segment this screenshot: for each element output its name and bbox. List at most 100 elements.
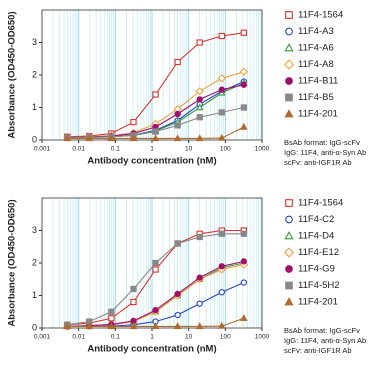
data-point [218,230,225,237]
data-point [86,318,93,325]
data-point [130,285,137,293]
data-point [196,114,203,121]
data-point [240,230,248,237]
data-point [85,134,94,142]
legend-marker [284,297,294,306]
legend-label: 11F4-A3 [298,26,334,37]
x-tick-label: 0.001 [34,334,51,341]
data-point [196,233,203,241]
note: IgG: 11F4, anti-α-Syn Ab [284,148,366,157]
data-point [152,307,159,314]
data-point [240,314,248,322]
data-point [240,104,248,111]
x-axis-title: Antibody concentration (nM) [87,344,216,355]
data-point [174,311,181,319]
data-point [218,263,225,270]
legend-marker [284,43,294,52]
data-point [240,122,248,130]
data-point [195,322,204,330]
legend-label: 11F4-C2 [298,214,334,225]
data-point [196,39,203,46]
data-point [217,133,226,141]
legend-marker [283,59,295,70]
data-point [107,134,116,142]
data-point [218,109,225,116]
x-tick-label: 10 [185,146,193,153]
note: scFv: anti-IGF1R Ab [284,158,352,167]
legend-marker [285,199,293,207]
data-point [174,58,181,66]
data-point [151,134,160,142]
y-tick-label: 1 [32,102,37,112]
data-point [195,87,204,96]
y-tick-label: 0 [32,134,37,144]
data-point [196,274,203,281]
data-point [174,240,181,247]
y-tick-label: 3 [32,37,37,47]
data-point [130,317,137,324]
legend-label: 11F4-A6 [298,43,334,54]
data-point [174,122,181,129]
data-point [152,266,159,273]
data-point [174,110,181,118]
x-tick-label: 1 [150,146,154,153]
legend-marker [284,109,294,118]
legend-label: 11F4-B11 [298,76,338,87]
data-point [195,134,204,142]
note: BsAb format: IgG-scFv [284,326,360,335]
data-point [217,74,226,83]
note: IgG: 11F4, anti-α-Syn Ab [284,336,366,345]
legend-label: 11F4-201 [298,297,338,308]
legend-marker [285,215,293,224]
legend-label: 11F4-A8 [298,59,334,70]
x-tick-label: 10 [185,334,193,341]
y-tick-label: 1 [32,290,37,300]
data-point [130,298,137,306]
x-tick-label: 1 [150,334,154,341]
data-point [107,322,116,330]
y-tick-label: 2 [32,69,37,79]
y-axis-title: Absorbance (OD450-OD650) [7,11,18,138]
y-tick-label: 2 [32,257,37,267]
data-point [240,279,248,286]
legend-marker [285,77,293,85]
data-point [239,67,249,76]
legend-marker [285,93,293,102]
legend-label: 11F4-E12 [298,247,339,258]
x-tick-label: 0.1 [111,146,120,153]
data-point [63,322,72,330]
data-point [196,96,203,103]
data-point [152,318,159,325]
data-point [240,29,248,36]
x-tick-label: 100 [220,146,231,153]
note: BsAb format: IgG-scFv [284,138,360,147]
data-point [108,315,115,322]
data-point [152,128,159,135]
data-point [173,322,182,330]
x-tick-label: 1000 [255,146,270,153]
data-point [240,81,248,88]
legend-label: 11F4-5H2 [298,280,340,291]
data-point [195,103,204,111]
legend-marker [285,265,293,273]
data-point [108,308,115,315]
x-tick-label: 100 [220,334,231,341]
legend-label: 11F4-1564 [298,10,343,21]
x-tick-label: 1000 [255,334,270,341]
data-point [173,134,182,142]
data-point [130,118,137,126]
legend-marker [283,247,295,258]
legend-label: 11F4-G9 [298,264,335,275]
data-point [151,322,160,330]
y-tick-label: 3 [32,225,37,235]
data-point [217,321,226,329]
x-tick-label: 0.01 [72,334,85,341]
note: scFv: anti-IGF1R Ab [284,346,352,355]
legend-marker [285,11,293,19]
x-tick-label: 0.01 [72,146,85,153]
legend-marker [285,281,293,290]
legend-label: 11F4-B5 [298,92,334,103]
data-point [152,91,159,98]
y-axis-title: Absorbance (OD450-OD650) [7,199,18,326]
